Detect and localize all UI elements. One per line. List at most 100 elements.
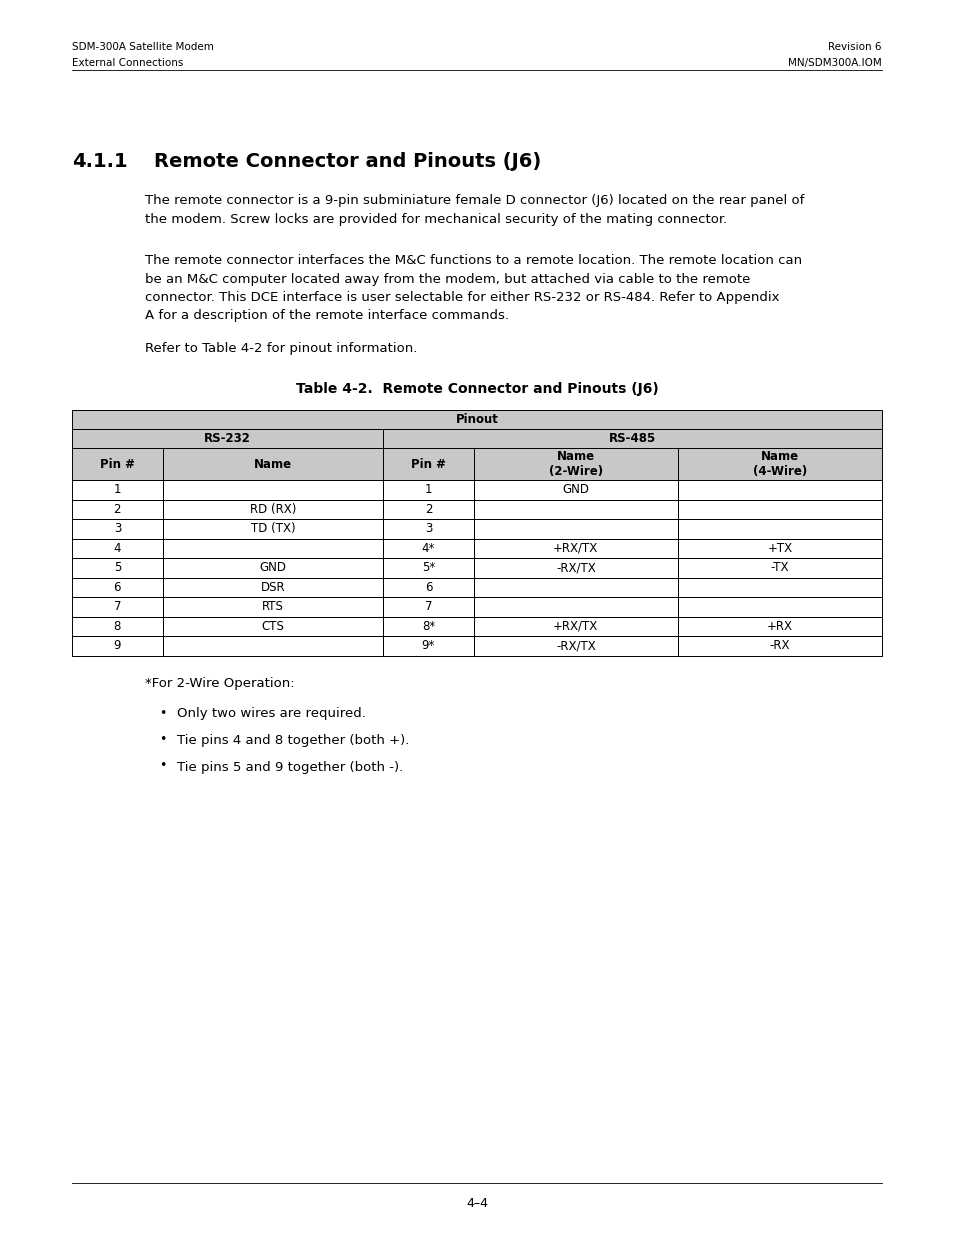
Text: Remote Connector and Pinouts (J6): Remote Connector and Pinouts (J6)	[153, 152, 540, 170]
Bar	[474, 538, 678, 558]
Text: RS-485: RS-485	[608, 432, 656, 445]
Text: 6: 6	[424, 580, 432, 594]
Text: Pin #: Pin #	[411, 457, 445, 471]
Text: Revision 6: Revision 6	[827, 42, 882, 52]
Text: 7: 7	[424, 600, 432, 614]
Bar	[678, 616, 882, 636]
Bar	[383, 538, 474, 558]
Text: 6: 6	[113, 580, 121, 594]
Bar	[163, 480, 383, 499]
Text: Pinout: Pinout	[456, 412, 497, 426]
Bar	[71, 429, 383, 448]
Text: +RX/TX: +RX/TX	[553, 620, 598, 632]
Text: -TX: -TX	[770, 561, 788, 574]
Text: MN/SDM300A.IOM: MN/SDM300A.IOM	[787, 58, 882, 68]
Bar	[678, 448, 882, 480]
Bar	[474, 597, 678, 616]
Bar	[163, 519, 383, 538]
Bar	[163, 636, 383, 656]
Bar	[163, 558, 383, 578]
Text: Only two wires are required.: Only two wires are required.	[177, 708, 366, 720]
Text: 7: 7	[113, 600, 121, 614]
Bar	[71, 558, 163, 578]
Bar	[383, 636, 474, 656]
Text: 4.1.1: 4.1.1	[71, 152, 128, 170]
Bar	[71, 480, 163, 499]
Text: Tie pins 5 and 9 together (both -).: Tie pins 5 and 9 together (both -).	[177, 761, 403, 773]
Text: RD (RX): RD (RX)	[250, 503, 295, 516]
Text: Table 4-2.  Remote Connector and Pinouts (J6): Table 4-2. Remote Connector and Pinouts …	[295, 382, 658, 396]
Bar	[383, 519, 474, 538]
Text: 9: 9	[113, 640, 121, 652]
Text: +TX: +TX	[766, 542, 792, 555]
Text: RTS: RTS	[262, 600, 284, 614]
Text: Name
(4-Wire): Name (4-Wire)	[752, 450, 806, 478]
Text: Refer to Table 4-2 for pinout information.: Refer to Table 4-2 for pinout informatio…	[145, 342, 417, 354]
Bar	[474, 499, 678, 519]
Text: 4–4: 4–4	[465, 1197, 488, 1210]
Bar	[678, 499, 882, 519]
Text: 5: 5	[113, 561, 121, 574]
Text: The remote connector is a 9-pin subminiature female D connector (J6) located on : The remote connector is a 9-pin subminia…	[145, 194, 803, 226]
Bar	[678, 578, 882, 597]
Text: GND: GND	[259, 561, 286, 574]
Text: 3: 3	[424, 522, 432, 535]
Text: External Connections: External Connections	[71, 58, 183, 68]
Text: *For 2-Wire Operation:: *For 2-Wire Operation:	[145, 678, 294, 690]
Bar	[163, 448, 383, 480]
Bar	[474, 448, 678, 480]
Text: 2: 2	[424, 503, 432, 516]
Text: Name
(2-Wire): Name (2-Wire)	[548, 450, 602, 478]
Text: RS-232: RS-232	[204, 432, 251, 445]
Text: GND: GND	[561, 483, 589, 496]
Text: DSR: DSR	[260, 580, 285, 594]
Text: 1: 1	[424, 483, 432, 496]
Bar	[474, 558, 678, 578]
Text: 3: 3	[113, 522, 121, 535]
Text: Name: Name	[253, 457, 292, 471]
Bar	[383, 429, 882, 448]
Bar	[71, 636, 163, 656]
Text: Pin #: Pin #	[100, 457, 134, 471]
Bar	[71, 448, 163, 480]
Bar	[71, 499, 163, 519]
Bar	[383, 499, 474, 519]
Text: 9*: 9*	[421, 640, 435, 652]
Bar	[474, 616, 678, 636]
Text: •: •	[159, 734, 166, 746]
Bar	[383, 616, 474, 636]
Bar	[71, 597, 163, 616]
Bar	[474, 636, 678, 656]
Bar	[71, 410, 882, 429]
Bar	[383, 448, 474, 480]
Bar	[163, 578, 383, 597]
Text: -RX: -RX	[769, 640, 789, 652]
Text: •: •	[159, 706, 166, 720]
Bar	[678, 519, 882, 538]
Bar	[383, 480, 474, 499]
Bar	[678, 558, 882, 578]
Text: TD (TX): TD (TX)	[251, 522, 294, 535]
Bar	[163, 597, 383, 616]
Bar	[678, 538, 882, 558]
Text: The remote connector interfaces the M&C functions to a remote location. The remo: The remote connector interfaces the M&C …	[145, 254, 801, 322]
Bar	[383, 558, 474, 578]
Bar	[678, 597, 882, 616]
Text: CTS: CTS	[261, 620, 284, 632]
Text: Tie pins 4 and 8 together (both +).: Tie pins 4 and 8 together (both +).	[177, 734, 409, 747]
Text: 4*: 4*	[421, 542, 435, 555]
Text: •: •	[159, 760, 166, 773]
Bar	[383, 578, 474, 597]
Bar	[474, 480, 678, 499]
Bar	[678, 480, 882, 499]
Bar	[71, 519, 163, 538]
Text: 8: 8	[113, 620, 121, 632]
Text: 8*: 8*	[421, 620, 435, 632]
Text: 5*: 5*	[421, 561, 435, 574]
Bar	[71, 616, 163, 636]
Text: -RX/TX: -RX/TX	[556, 561, 595, 574]
Text: 1: 1	[113, 483, 121, 496]
Bar	[474, 578, 678, 597]
Text: SDM-300A Satellite Modem: SDM-300A Satellite Modem	[71, 42, 213, 52]
Text: -RX/TX: -RX/TX	[556, 640, 595, 652]
